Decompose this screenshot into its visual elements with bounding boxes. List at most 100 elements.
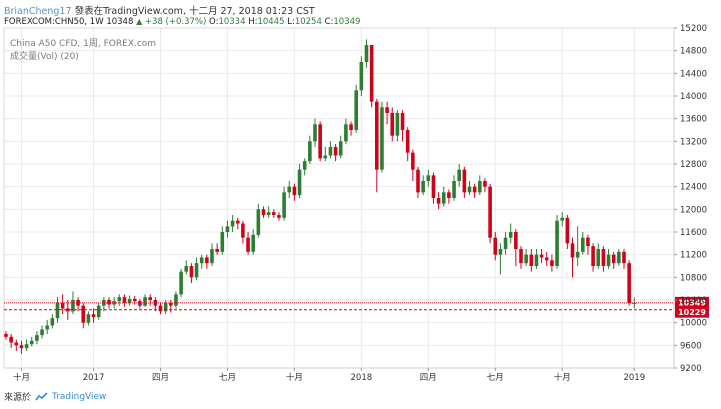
candle: [153, 297, 158, 312]
publish-info: 發表在TradingView.com, 十二月 27, 2018 01:23 C…: [74, 6, 315, 17]
candle: [308, 135, 312, 164]
candle-body: [220, 232, 225, 252]
open-value: 10334: [218, 17, 246, 27]
candle: [478, 175, 482, 196]
up-arrow-icon: ▲: [136, 17, 143, 26]
candle-body: [457, 169, 461, 181]
candle: [282, 186, 286, 221]
candle: [405, 127, 410, 162]
x-tick-label: 七月: [219, 373, 236, 383]
candle: [96, 302, 101, 320]
y-tick-label: 15200: [680, 24, 707, 34]
candle: [560, 212, 564, 227]
candle: [457, 164, 461, 187]
candle: [436, 192, 441, 210]
candle-body: [478, 181, 482, 193]
y-tick-label: 12800: [680, 160, 707, 170]
candle: [102, 297, 106, 312]
candle: [380, 101, 384, 173]
candle: [4, 331, 8, 340]
candle: [246, 232, 250, 255]
candle-body: [19, 345, 24, 349]
candle: [199, 254, 204, 269]
candle: [452, 175, 456, 201]
candle-body: [292, 186, 297, 196]
candle: [586, 234, 590, 255]
candle: [297, 164, 302, 198]
candle: [575, 226, 580, 266]
candle: [534, 249, 539, 269]
candle-body: [287, 186, 292, 193]
last-price: 10348: [106, 17, 134, 27]
candle: [369, 45, 374, 108]
candle-body: [519, 249, 523, 264]
candle: [19, 340, 24, 354]
candle: [524, 249, 528, 266]
candle: [9, 334, 13, 349]
legend-title: China A50 CFD, 1周, FOREX.com: [10, 38, 156, 49]
candle-body: [323, 155, 328, 159]
candle-body: [606, 254, 611, 266]
candle-body: [359, 62, 364, 91]
candle: [611, 251, 616, 269]
candle: [287, 181, 292, 198]
candle: [179, 268, 183, 298]
candle-body: [256, 209, 261, 235]
candle-body: [302, 161, 307, 170]
y-tick-label: 14800: [680, 47, 707, 57]
low-value: 10254: [294, 17, 322, 27]
x-tick-label: 2019: [623, 373, 645, 383]
price-label-box: [675, 306, 709, 318]
candle-body: [251, 234, 255, 252]
candle-body: [611, 254, 616, 264]
candle-body: [132, 298, 137, 302]
candle-body: [452, 181, 456, 198]
candle: [395, 110, 400, 142]
candle-body: [122, 297, 127, 303]
candle-body: [158, 305, 163, 312]
candle-body: [174, 294, 178, 306]
x-tick-label: 2018: [351, 373, 373, 383]
candle-body: [405, 130, 410, 153]
candle: [302, 158, 307, 176]
candle: [385, 101, 389, 125]
price-label: 10349: [678, 298, 706, 307]
candle-body: [349, 124, 353, 130]
author-name[interactable]: BrianCheng17: [4, 6, 72, 17]
candle: [421, 175, 425, 196]
candle-body: [189, 266, 194, 278]
candle: [338, 135, 343, 159]
candle: [467, 181, 472, 196]
x-tick-label: 四月: [420, 373, 437, 383]
candle-body: [24, 344, 29, 349]
candle: [375, 98, 379, 193]
y-tick-label: 9200: [680, 364, 702, 374]
candle: [328, 141, 333, 159]
candle: [488, 183, 492, 244]
candle: [426, 169, 431, 187]
candle: [189, 263, 194, 283]
candle-body: [318, 124, 322, 159]
candle: [622, 249, 626, 269]
tradingview-link[interactable]: TradingView: [52, 391, 107, 402]
candle: [29, 336, 34, 347]
candle: [169, 300, 173, 313]
candles: [4, 39, 637, 354]
candle-body: [421, 181, 425, 193]
candle-body: [508, 232, 513, 238]
candle-body: [617, 251, 621, 264]
candle-body: [524, 254, 528, 264]
candle: [313, 118, 317, 147]
candle: [272, 209, 276, 218]
candle: [40, 325, 44, 339]
candle: [45, 319, 49, 334]
y-tick-label: 10400: [680, 296, 707, 306]
publish-header: BrianCheng17 發表在TradingView.com, 十二月 27,…: [4, 3, 315, 17]
candle: [277, 212, 281, 221]
candle: [441, 186, 446, 207]
y-tick-label: 11200: [680, 251, 707, 261]
candle-body: [555, 220, 559, 266]
high-value: 10445: [257, 17, 285, 27]
price-label: 10229: [678, 308, 706, 317]
